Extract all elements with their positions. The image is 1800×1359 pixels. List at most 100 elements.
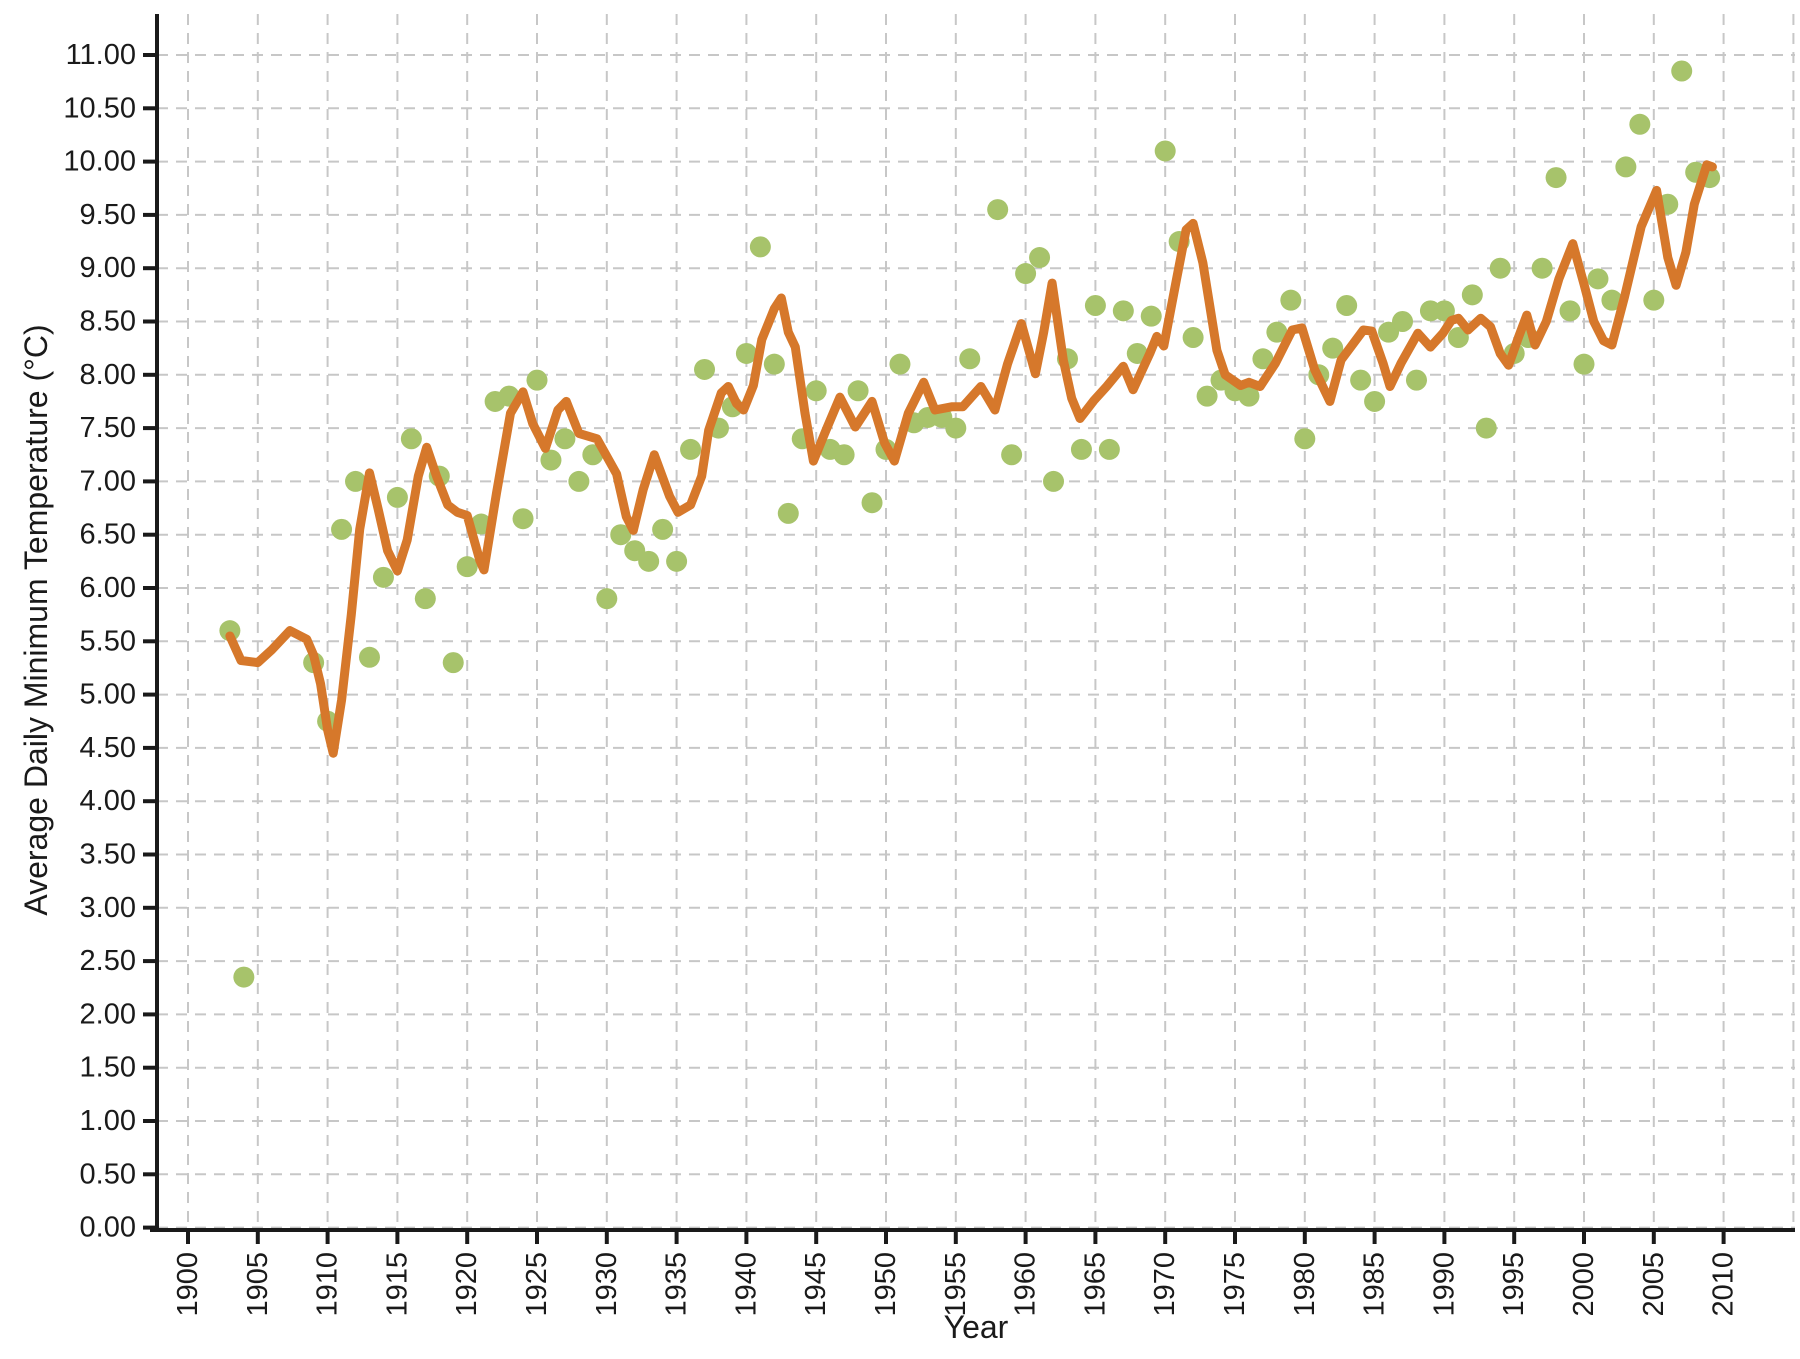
y-tick-label: 7.50 <box>80 412 136 444</box>
data-point <box>652 518 674 540</box>
data-point <box>1643 289 1665 311</box>
tick-labels: 0.00 0.50 1.00 1.50 2.00 2.50 3.00 3.50 4.00 4.50… <box>63 39 1739 1317</box>
y-tick-label: 6.00 <box>80 572 136 604</box>
data-point <box>358 646 380 668</box>
data-point <box>763 353 785 375</box>
data-point <box>1629 113 1651 135</box>
data-point <box>1084 295 1106 317</box>
data-point <box>945 417 967 439</box>
data-point <box>596 588 618 610</box>
x-tick-label: 1945 <box>800 1252 832 1317</box>
y-tick-label: 10.50 <box>63 92 136 124</box>
data-point <box>512 508 534 530</box>
x-tick-label: 1995 <box>1498 1252 1530 1317</box>
data-point <box>1433 300 1455 322</box>
data-point <box>777 502 799 524</box>
y-tick-label: 1.00 <box>80 1105 136 1137</box>
data-point <box>1671 60 1693 82</box>
data-point <box>233 966 255 988</box>
data-point <box>638 550 660 572</box>
data-point <box>345 470 367 492</box>
x-tick-label: 1955 <box>940 1252 972 1317</box>
data-point <box>1461 284 1483 306</box>
y-tick-label: 8.50 <box>80 306 136 338</box>
y-tick-label: 5.00 <box>80 679 136 711</box>
y-tick-label: 10.00 <box>63 146 136 178</box>
x-tick-label: 1915 <box>381 1252 413 1317</box>
y-tick-label: 5.50 <box>80 625 136 657</box>
x-tick-label: 1975 <box>1219 1252 1251 1317</box>
x-tick-label: 1960 <box>1010 1252 1042 1317</box>
y-tick-label: 0.00 <box>80 1212 136 1244</box>
data-point <box>1112 300 1134 322</box>
data-point <box>1615 156 1637 178</box>
y-tick-label: 7.00 <box>80 465 136 497</box>
data-point <box>554 428 576 450</box>
data-point <box>1336 295 1358 317</box>
data-point <box>1182 326 1204 348</box>
data-point <box>1559 300 1581 322</box>
data-point <box>1140 305 1162 327</box>
x-tick-label: 1935 <box>661 1252 693 1317</box>
data-point <box>1029 247 1051 269</box>
data-point <box>749 236 771 258</box>
data-point <box>568 470 590 492</box>
y-tick-label: 3.50 <box>80 839 136 871</box>
x-tick-label: 1920 <box>451 1252 483 1317</box>
data-point <box>331 518 353 540</box>
x-tick-label: 2005 <box>1638 1252 1670 1317</box>
x-tick-label: 1900 <box>172 1252 204 1317</box>
data-point <box>735 342 757 364</box>
data-point <box>1573 353 1595 375</box>
data-point <box>1601 289 1623 311</box>
data-point <box>805 380 827 402</box>
x-tick-label: 1925 <box>521 1252 553 1317</box>
data-point <box>959 348 981 370</box>
y-tick-label: 1.50 <box>80 1052 136 1084</box>
x-tick-label: 1970 <box>1149 1252 1181 1317</box>
y-tick-label: 4.00 <box>80 785 136 817</box>
data-point <box>889 353 911 375</box>
data-point <box>1475 417 1497 439</box>
data-point <box>1364 390 1386 412</box>
x-tick-label: 1965 <box>1079 1252 1111 1317</box>
data-point <box>219 620 241 642</box>
data-point <box>1043 470 1065 492</box>
data-point <box>1280 289 1302 311</box>
data-point <box>847 380 869 402</box>
data-point <box>1015 263 1037 285</box>
x-tick-label: 1940 <box>730 1252 762 1317</box>
data-point <box>1447 326 1469 348</box>
data-point <box>442 652 464 674</box>
x-tick-label: 2010 <box>1708 1252 1740 1317</box>
y-tick-label: 11.00 <box>66 39 136 71</box>
data-point <box>526 369 548 391</box>
x-tick-label: 1905 <box>242 1252 274 1317</box>
x-axis-title: Year <box>944 1309 1009 1345</box>
x-tick-label: 1985 <box>1359 1252 1391 1317</box>
y-tick-label: 2.00 <box>80 998 136 1030</box>
data-point <box>833 444 855 466</box>
y-tick-label: 2.50 <box>80 945 136 977</box>
data-point <box>1252 348 1274 370</box>
tick-marks <box>143 53 1726 1244</box>
data-point <box>680 438 702 460</box>
data-point <box>861 492 883 514</box>
data-point <box>1196 385 1218 407</box>
data-point <box>456 556 478 578</box>
data-point <box>414 588 436 610</box>
data-point <box>1322 337 1344 359</box>
data-point <box>666 550 688 572</box>
x-tick-label: 1910 <box>312 1252 344 1317</box>
data-point <box>1531 257 1553 279</box>
data-point <box>1587 268 1609 290</box>
y-tick-label: 9.50 <box>80 199 136 231</box>
y-tick-label: 6.50 <box>80 519 136 551</box>
data-point <box>400 428 422 450</box>
data-point <box>1405 369 1427 391</box>
data-point <box>1294 428 1316 450</box>
data-point <box>1238 385 1260 407</box>
x-tick-label: 1990 <box>1428 1252 1460 1317</box>
